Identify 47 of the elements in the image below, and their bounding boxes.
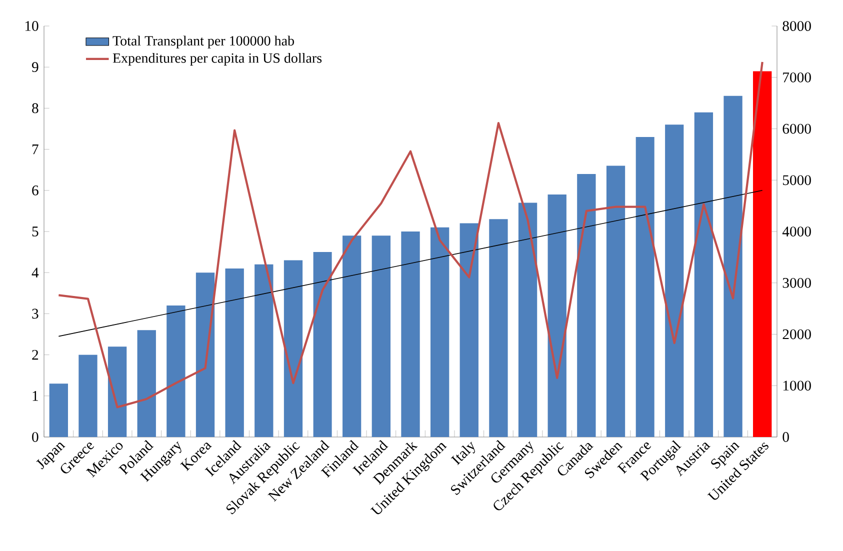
bar (606, 166, 626, 438)
bar (694, 112, 714, 438)
y2-tick-label: 0 (782, 432, 789, 442)
y2-tick-label: 6000 (782, 124, 811, 134)
y-tick-label: 3 (32, 308, 38, 319)
y-tick-label: 2 (32, 350, 38, 360)
bar (577, 174, 596, 438)
bar (724, 96, 742, 438)
bar (313, 252, 332, 438)
bar (284, 260, 303, 438)
bar (108, 346, 127, 438)
legend-label: Expenditures per capita in US dollars (112, 52, 322, 66)
bar (78, 354, 98, 438)
bar (636, 136, 654, 438)
y2-tick-label: 8000 (782, 21, 811, 31)
bar (166, 305, 186, 438)
y-tick-label: 6 (32, 185, 38, 196)
y-tick-label: 5 (32, 226, 38, 236)
bar (489, 219, 508, 438)
y2-tick-label: 4000 (782, 226, 811, 236)
bar (137, 330, 156, 438)
legend-label: Total Transplant per 100000 hab (112, 36, 294, 48)
y-tick-label: 7 (32, 144, 38, 154)
y-tick-label: 1 (32, 391, 38, 401)
bar (753, 71, 772, 438)
bar (254, 264, 274, 438)
bar (518, 202, 538, 438)
y-tick-label: 8 (32, 103, 38, 114)
bar (225, 268, 244, 438)
y-tick-label: 10 (25, 21, 38, 31)
y2-tick-label: 2000 (782, 329, 811, 340)
y-tick-label: 4 (32, 268, 39, 278)
y-tick-label: 0 (32, 432, 38, 442)
y2-tick-label: 5000 (783, 175, 811, 186)
y-tick-label: 9 (32, 62, 38, 72)
bar (548, 194, 566, 438)
bar (372, 236, 391, 438)
bar (665, 124, 684, 438)
y2-tick-label: 3000 (782, 278, 811, 288)
bar (196, 272, 215, 438)
y2-tick-label: 1000 (783, 380, 811, 391)
bar (401, 232, 420, 438)
bar (49, 384, 68, 438)
bar (460, 223, 478, 438)
y2-tick-label: 7000 (783, 72, 811, 82)
bar (342, 236, 362, 438)
bar (430, 227, 450, 438)
